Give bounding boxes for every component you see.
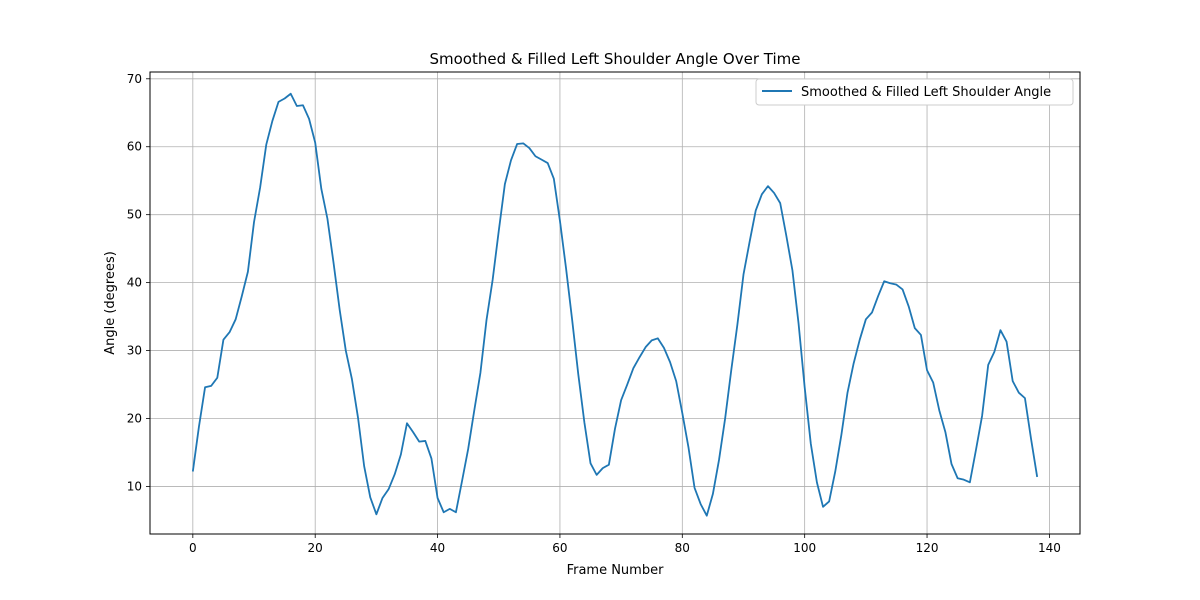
y-tick-label: 60: [127, 140, 142, 154]
y-tick-label: 40: [127, 276, 142, 290]
x-tick-label: 20: [308, 541, 323, 555]
y-tick-label: 70: [127, 72, 142, 86]
y-axis-label: Angle (degrees): [103, 251, 118, 355]
x-tick-label: 40: [430, 541, 445, 555]
x-tick-label: 80: [675, 541, 690, 555]
x-axis-label: Frame Number: [567, 563, 665, 578]
y-tick-label: 30: [127, 344, 142, 358]
plot-lines: [191, 92, 1039, 517]
legend-box: [755, 78, 1074, 106]
x-tick-label: 0: [189, 541, 197, 555]
y-tick-label: 10: [127, 479, 142, 493]
y-tick-label: 20: [127, 412, 142, 426]
x-tick-label: 140: [1038, 541, 1061, 555]
legend: Smoothed & Filled Left Shoulder Angle: [755, 78, 1074, 106]
y-axis-ticks: 10 20 30 40 50 60 70: [127, 72, 150, 493]
series-line: [191, 92, 1039, 517]
grid-lines: [150, 72, 1080, 534]
x-tick-label: 60: [552, 541, 567, 555]
legend-label: Smoothed & Filled Left Shoulder Angle: [801, 85, 1051, 100]
x-tick-label: 100: [793, 541, 816, 555]
x-axis-ticks: 0 20 40 60 80 100 120 140: [189, 534, 1061, 555]
x-tick-label: 120: [916, 541, 939, 555]
plot-area-frame: [149, 71, 1081, 535]
y-tick-label: 50: [127, 208, 142, 222]
chart-title: Smoothed & Filled Left Shoulder Angle Ov…: [430, 50, 801, 68]
